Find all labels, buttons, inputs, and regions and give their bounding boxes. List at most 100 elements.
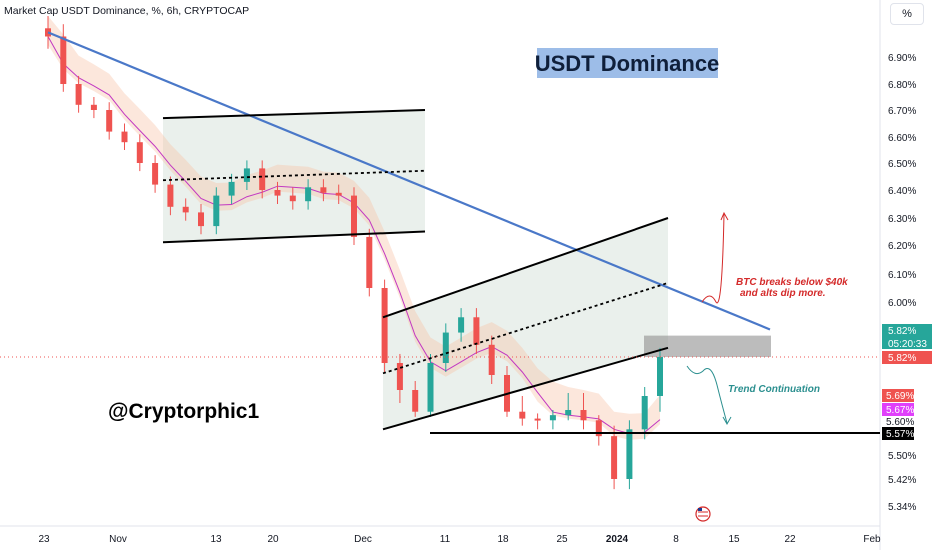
ma2-badge: [882, 403, 914, 416]
candle-body: [657, 357, 663, 396]
watermark-handle: @Cryptorphic1: [108, 400, 259, 423]
x-tick-label: 23: [38, 534, 50, 545]
candle-body: [305, 187, 312, 202]
x-tick-label: 15: [728, 534, 740, 545]
candle-body: [580, 410, 587, 421]
candle-body: [595, 420, 602, 437]
y-tick-label: 6.70%: [888, 106, 916, 117]
candle-body: [396, 363, 403, 390]
candle-body: [274, 190, 281, 196]
y-tick-label: 6.20%: [888, 241, 916, 252]
last-price-badge: [882, 324, 932, 337]
x-tick-label: 11: [440, 534, 451, 545]
close-marker-badge: [882, 351, 932, 364]
descending-trendline: [47, 31, 771, 331]
symbol-title: Market Cap USDT Dominance, %, 6h, CRYPTO…: [4, 5, 249, 17]
x-tick-label: Dec: [354, 534, 372, 545]
us-event-flag-canton: [698, 508, 702, 511]
y-tick-label: 6.10%: [888, 270, 916, 281]
plain-price-label: 5.60%: [886, 417, 914, 428]
supply-zone: [644, 335, 771, 357]
x-tick-label: Nov: [109, 534, 127, 545]
candle-body: [228, 181, 235, 196]
candle-body: [90, 104, 97, 110]
candle-body: [427, 363, 434, 412]
candle-body: [412, 390, 419, 412]
candle-body: [213, 195, 220, 227]
y-tick-label: 6.80%: [888, 80, 916, 91]
candle-body: [121, 131, 128, 143]
trend-note-arrow: [686, 365, 728, 424]
btc-note-arrow: [701, 213, 725, 304]
trend-note-label: Trend Continuation: [728, 384, 820, 395]
candle-body: [488, 344, 495, 375]
candle-body: [473, 317, 480, 345]
y-tick-label: 6.30%: [888, 214, 916, 225]
x-tick-label: Feb: [863, 534, 881, 545]
channel-2-midline: [382, 282, 669, 375]
candle-body: [320, 187, 327, 193]
btc-note-line2: and alts dip more.: [740, 288, 826, 299]
candle-body: [136, 142, 143, 163]
y-tick-label: 6.00%: [888, 298, 916, 309]
trend-note-arrowhead-icon: [722, 416, 732, 426]
x-tick-label: 2024: [606, 534, 629, 545]
channel-2-fill: [383, 218, 668, 430]
ma1-badge: [882, 389, 914, 402]
last-price-text: 5.82%: [888, 326, 916, 337]
candle-body: [611, 436, 618, 479]
candle-body: [641, 396, 648, 430]
x-tick-label: 13: [210, 534, 222, 545]
candle-body: [182, 206, 189, 213]
candle-body: [106, 110, 113, 132]
candle-body: [259, 168, 266, 190]
candle-body: [565, 410, 572, 416]
y-tick-label: 6.40%: [888, 186, 916, 197]
percent-scale-button[interactable]: %: [890, 3, 924, 25]
y-tick-label: 6.60%: [888, 133, 916, 144]
title-box-text: USDT Dominance: [535, 51, 720, 76]
y-tick-label: 5.50%: [888, 451, 916, 462]
support-text: 5.57%: [886, 429, 914, 440]
channel-2-upper: [382, 217, 669, 319]
title-box: [537, 48, 718, 78]
x-tick-label: 20: [267, 534, 279, 545]
x-tick-label: 25: [556, 534, 568, 545]
y-tick-label: 6.90%: [888, 53, 916, 64]
candle-body: [366, 236, 373, 288]
y-tick-label: 6.50%: [888, 159, 916, 170]
candle-body: [198, 212, 204, 227]
candle-body: [458, 317, 465, 333]
volatility-cloud: [48, 16, 660, 440]
ma2-text: 5.67%: [886, 405, 914, 416]
channel-1-upper: [162, 109, 426, 120]
candle-body: [519, 411, 526, 419]
candle-body: [381, 288, 388, 363]
candle-body: [167, 184, 174, 207]
candle-body: [152, 163, 159, 185]
candle-body: [75, 84, 82, 105]
btc-note-line1: BTC breaks below $40k: [736, 277, 848, 288]
channel-1-lower: [162, 230, 426, 244]
channel-1-midline: [162, 169, 426, 182]
countdown-text: 05:20:33: [888, 339, 927, 350]
support-badge: [882, 427, 914, 440]
countdown-badge: [882, 337, 932, 349]
candle-body: [442, 332, 449, 363]
ma1-text: 5.69%: [886, 391, 914, 402]
x-tick-label: 22: [784, 534, 796, 545]
x-tick-label: 18: [497, 534, 509, 545]
candle-body: [60, 36, 67, 84]
close-marker-text: 5.82%: [888, 353, 916, 364]
y-tick-label: 5.34%: [888, 502, 916, 513]
candle-body: [351, 195, 357, 237]
candle-body: [534, 418, 541, 421]
y-tick-label: 5.42%: [888, 475, 916, 486]
candle-body: [626, 429, 633, 479]
candle-body: [243, 168, 250, 182]
btc-note-arrowhead-icon: [720, 211, 729, 221]
candle-body: [289, 195, 296, 202]
channel-2-lower: [382, 346, 669, 431]
